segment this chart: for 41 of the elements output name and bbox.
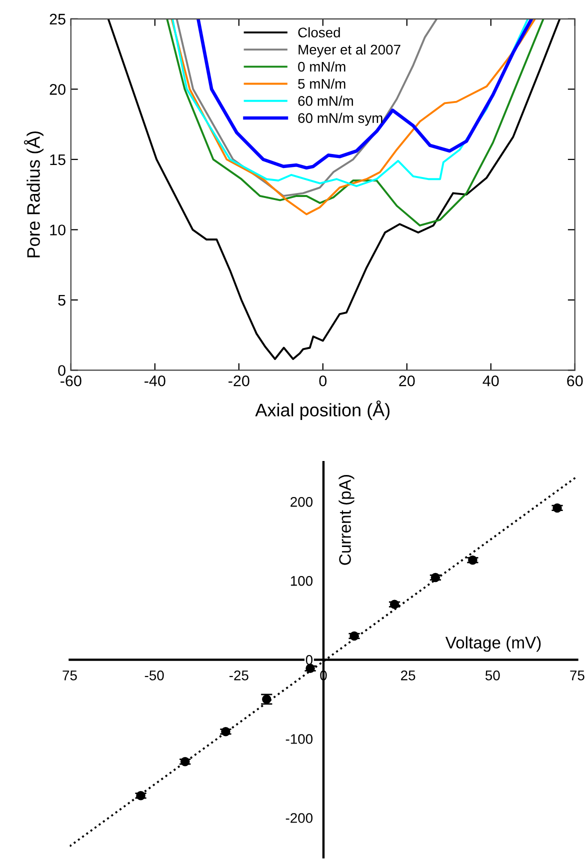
point: [350, 631, 359, 641]
x-tick-label: -25: [229, 670, 248, 680]
x-tick-label: 0: [319, 375, 327, 386]
line-series: [107, 18, 561, 360]
y-tick-label: 10: [50, 224, 66, 236]
legend-label: 0 mN/m: [298, 61, 346, 72]
y-tick-label: 100: [290, 576, 313, 586]
point: [221, 727, 230, 736]
x-tick-label: -20: [228, 375, 250, 386]
x-tick-label: 50: [485, 670, 500, 680]
x-tick-label: -60: [60, 375, 82, 386]
line-series: [196, 18, 534, 170]
y-tick-label: 200: [290, 496, 313, 507]
x-tick-label: 25: [401, 670, 416, 680]
legend-label: 60 mN/m: [298, 96, 353, 106]
y-axis-title: Pore Radius (Å): [24, 131, 44, 258]
y-tick-label: -100: [286, 734, 313, 744]
x-tick-label: -50: [144, 670, 164, 680]
x-tick-label: 40: [482, 375, 499, 386]
y-tick-label: -200: [286, 813, 313, 823]
legend-label: Meyer et al 2007: [298, 44, 400, 58]
x-tick-label: 75: [62, 670, 77, 680]
x-tick-label: 60: [567, 375, 583, 386]
legend-label: 5 mN/m: [298, 78, 346, 89]
legend-label: Closed: [298, 27, 340, 38]
x-tick-label: -40: [144, 375, 166, 386]
point: [468, 556, 478, 565]
x-axis-title: Axial position (Å): [255, 400, 390, 420]
point: [390, 600, 400, 610]
y-tick-label: 15: [50, 154, 66, 166]
point: [136, 791, 146, 800]
line-series: [176, 18, 438, 197]
y-tick-label: 0: [58, 365, 66, 376]
x-axis-title: Voltage (mV): [445, 636, 541, 652]
legend-label: 60 mN/m sym: [298, 112, 382, 126]
y-axis-title: Current (pA): [338, 475, 354, 565]
x-tick-label: 20: [399, 375, 415, 386]
y-tick-label: 25: [50, 14, 66, 25]
y-tick-label: 20: [50, 84, 66, 95]
y-tick-label: 5: [58, 294, 66, 306]
x-tick-label: 75: [570, 670, 584, 680]
